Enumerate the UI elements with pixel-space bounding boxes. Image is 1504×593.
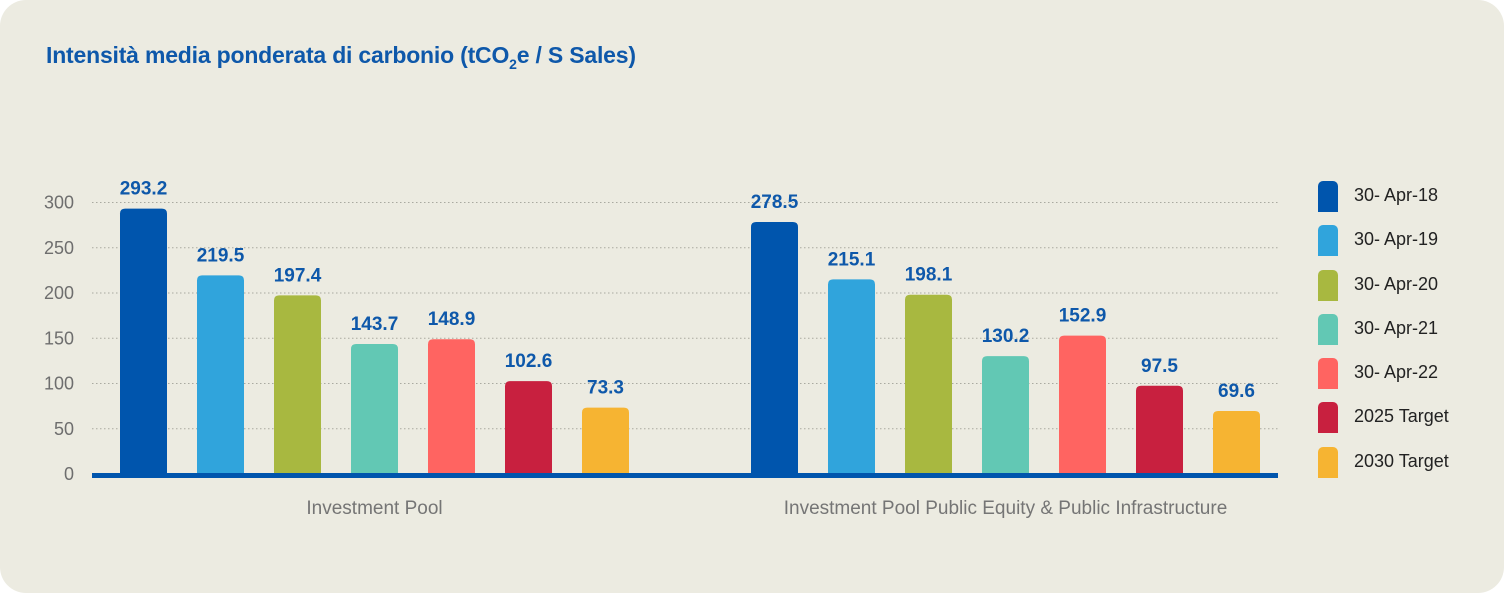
data-label: 278.5 bbox=[751, 192, 799, 213]
bar bbox=[582, 407, 629, 474]
data-label: 102.6 bbox=[505, 351, 553, 372]
chart-legend: 30- Apr-18 30- Apr-19 30- Apr-20 30- Apr-21… bbox=[1318, 180, 1498, 490]
legend-swatch bbox=[1318, 402, 1338, 434]
legend-label: 30- Apr-21 bbox=[1354, 317, 1439, 338]
legend-item: 30- Apr-18 bbox=[1318, 180, 1498, 224]
data-label: 198.1 bbox=[905, 265, 953, 286]
category-label: Investment Pool bbox=[306, 498, 442, 519]
legend-swatch bbox=[1318, 313, 1338, 345]
legend-swatch bbox=[1318, 446, 1338, 478]
data-label: 219.5 bbox=[197, 245, 245, 266]
data-label: 143.7 bbox=[351, 314, 399, 335]
legend-item: 30- Apr-22 bbox=[1318, 357, 1498, 401]
bar bbox=[982, 356, 1029, 474]
legend-swatch bbox=[1318, 181, 1338, 212]
bar bbox=[428, 339, 475, 474]
bar bbox=[197, 275, 244, 474]
legend-item: 2025 Target bbox=[1318, 401, 1498, 445]
data-label: 215.1 bbox=[828, 249, 876, 270]
data-label: 130.2 bbox=[982, 326, 1030, 347]
legend-label: 30- Apr-22 bbox=[1354, 362, 1439, 383]
legend-swatch bbox=[1318, 269, 1338, 301]
chart-title: Intensità media ponderata di carbonio (t… bbox=[46, 42, 636, 72]
data-label: 293.2 bbox=[120, 179, 168, 200]
y-tick-label: 50 bbox=[54, 419, 74, 439]
y-tick-label: 300 bbox=[44, 193, 74, 213]
bar bbox=[1213, 411, 1260, 474]
x-axis-line bbox=[92, 473, 1278, 478]
bar bbox=[905, 294, 952, 474]
bar bbox=[828, 279, 875, 474]
legend-item: 2030 Target bbox=[1318, 446, 1498, 490]
y-tick-label: 100 bbox=[44, 374, 74, 394]
legend-swatch bbox=[1318, 358, 1338, 390]
legend-item: 30- Apr-21 bbox=[1318, 313, 1498, 357]
bar bbox=[274, 295, 321, 474]
y-tick-label: 200 bbox=[44, 283, 74, 303]
bar bbox=[1059, 335, 1106, 474]
y-tick-label: 0 bbox=[64, 464, 74, 484]
bar bbox=[1136, 385, 1183, 474]
data-label: 73.3 bbox=[587, 378, 624, 399]
data-label: 148.9 bbox=[428, 309, 476, 330]
legend-swatch bbox=[1318, 225, 1338, 257]
legend-label: 30- Apr-18 bbox=[1354, 185, 1439, 205]
bar bbox=[351, 343, 398, 474]
category-label: Investment Pool Public Equity & Public I… bbox=[784, 498, 1228, 519]
legend-label: 30- Apr-19 bbox=[1354, 229, 1439, 250]
data-label: 97.5 bbox=[1141, 356, 1178, 377]
y-tick-label: 250 bbox=[44, 238, 74, 258]
bar bbox=[120, 208, 167, 475]
legend-label: 2030 Target bbox=[1354, 450, 1449, 471]
legend-label: 30- Apr-20 bbox=[1354, 273, 1439, 294]
data-label: 152.9 bbox=[1059, 306, 1107, 327]
data-label: 69.6 bbox=[1218, 381, 1255, 402]
legend-item: 30- Apr-19 bbox=[1318, 224, 1498, 268]
legend-item: 30- Apr-20 bbox=[1318, 269, 1498, 313]
bar bbox=[505, 381, 552, 474]
y-tick-label: 150 bbox=[44, 328, 74, 348]
bar bbox=[751, 221, 798, 474]
data-label: 197.4 bbox=[274, 265, 322, 286]
legend-label: 2025 Target bbox=[1354, 406, 1449, 427]
